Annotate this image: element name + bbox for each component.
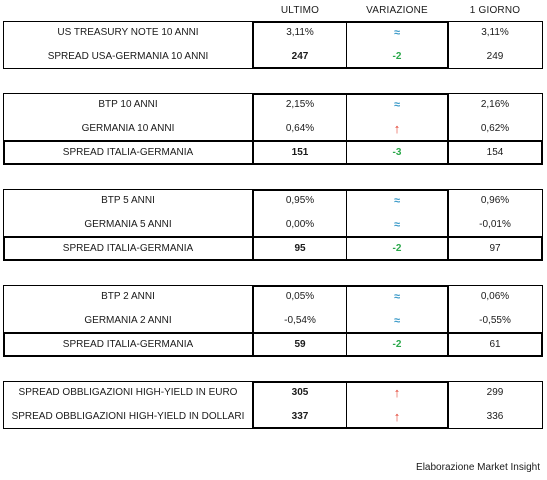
column-divider [346, 21, 347, 69]
column-divider [346, 189, 347, 261]
approx-icon: ≈ [393, 99, 401, 111]
header-ultimo: ULTIMO [280, 5, 320, 16]
row-label: SPREAD ITALIA-GERMANIA [62, 147, 194, 158]
giorno-value: 2,16% [480, 99, 510, 110]
giorno-value: 154 [486, 147, 504, 158]
approx-icon: ≈ [393, 195, 401, 207]
footer-credit: Elaborazione Market Insight [416, 462, 540, 473]
table-row-btp-5: BTP 5 ANNI 0,95% ≈ 0,96% [3, 189, 543, 213]
table-row-high-yield-euro: SPREAD OBBLIGAZIONI HIGH-YIELD IN EURO 3… [3, 381, 543, 405]
table-row-germania-5: GERMANIA 5 ANNI 0,00% ≈ -0,01% [3, 213, 543, 237]
approx-icon: ≈ [393, 219, 401, 231]
ultimo-value: 337 [291, 411, 309, 422]
ultimo-value: 0,05% [285, 291, 315, 302]
giorno-value: 61 [489, 339, 501, 350]
column-divider [346, 93, 347, 165]
giorno-value: 97 [489, 243, 501, 254]
table-row-spread-italia-germania-2: SPREAD ITALIA-GERMANIA 59 -2 61 [3, 333, 543, 357]
row-label: SPREAD OBBLIGAZIONI HIGH-YIELD IN EURO [18, 387, 238, 398]
giorno-value: 0,62% [480, 123, 510, 134]
table-row-btp-2: BTP 2 ANNI 0,05% ≈ 0,06% [3, 285, 543, 309]
column-divider [346, 381, 347, 429]
group-btp-10: BTP 10 ANNI 2,15% ≈ 2,16% GERMANIA 10 AN… [3, 93, 543, 165]
ultimo-value: 95 [294, 243, 306, 254]
header-1-giorno: 1 GIORNO [469, 5, 521, 16]
approx-icon: ≈ [393, 27, 401, 39]
arrow-up-icon: ↑ [393, 385, 401, 400]
ultimo-value: 0,95% [285, 195, 315, 206]
group-us-treasury: US TREASURY NOTE 10 ANNI 3,11% ≈ 3,11% S… [3, 21, 543, 69]
table-row-btp-10: BTP 10 ANNI 2,15% ≈ 2,16% [3, 93, 543, 117]
ultimo-column-border [252, 21, 449, 69]
table-row-spread-italia-germania-10: SPREAD ITALIA-GERMANIA 151 -3 154 [3, 141, 543, 165]
table-row-high-yield-dollari: SPREAD OBBLIGAZIONI HIGH-YIELD IN DOLLAR… [3, 405, 543, 429]
arrow-up-icon: ↑ [393, 409, 401, 424]
approx-icon: ≈ [393, 315, 401, 327]
ultimo-value: 151 [291, 147, 309, 158]
variazione-value: -3 [392, 147, 402, 158]
row-label: BTP 2 ANNI [101, 291, 155, 302]
ultimo-value: 305 [291, 387, 309, 398]
ultimo-value: 0,00% [285, 219, 315, 230]
ultimo-value: 247 [291, 51, 309, 62]
ultimo-value: 59 [294, 339, 306, 350]
giorno-value: 0,96% [480, 195, 510, 206]
variazione-value: -2 [392, 243, 402, 254]
row-label: SPREAD USA-GERMANIA 10 ANNI [47, 51, 209, 62]
arrow-up-icon: ↑ [393, 121, 401, 136]
giorno-value: 0,06% [480, 291, 510, 302]
table-row-germania-10: GERMANIA 10 ANNI 0,64% ↑ 0,62% [3, 117, 543, 141]
header-variazione: VARIAZIONE [366, 5, 428, 16]
approx-icon: ≈ [393, 291, 401, 303]
table-row-us-treasury-10: US TREASURY NOTE 10 ANNI 3,11% ≈ 3,11% [3, 21, 543, 45]
table-row-spread-italia-germania-5: SPREAD ITALIA-GERMANIA 95 -2 97 [3, 237, 543, 261]
row-label: GERMANIA 2 ANNI [84, 315, 172, 326]
ultimo-column-border [252, 381, 449, 429]
row-label: BTP 10 ANNI [98, 99, 158, 110]
row-label: GERMANIA 5 ANNI [84, 219, 172, 230]
giorno-value: -0,55% [479, 315, 511, 326]
column-divider [346, 285, 347, 357]
table-row-germania-2: GERMANIA 2 ANNI -0,54% ≈ -0,55% [3, 309, 543, 333]
row-label: SPREAD ITALIA-GERMANIA [62, 243, 194, 254]
giorno-value: 299 [486, 387, 504, 398]
giorno-value: 336 [486, 411, 504, 422]
ultimo-value: 2,15% [285, 99, 315, 110]
row-label: SPREAD OBBLIGAZIONI HIGH-YIELD IN DOLLAR… [11, 411, 245, 422]
group-btp-2: BTP 2 ANNI 0,05% ≈ 0,06% GERMANIA 2 ANNI… [3, 285, 543, 357]
variazione-value: -2 [392, 339, 402, 350]
ultimo-column-border [252, 189, 449, 261]
ultimo-value: 0,64% [285, 123, 315, 134]
ultimo-value: 3,11% [286, 27, 314, 38]
group-high-yield: SPREAD OBBLIGAZIONI HIGH-YIELD IN EURO 3… [3, 381, 543, 429]
giorno-value: 249 [486, 51, 504, 62]
row-label: BTP 5 ANNI [101, 195, 155, 206]
giorno-value: 3,11% [481, 27, 509, 38]
variazione-value: -2 [392, 51, 402, 62]
ultimo-column-border [252, 93, 449, 165]
ultimo-column-border [252, 285, 449, 357]
row-label: SPREAD ITALIA-GERMANIA [62, 339, 194, 350]
row-label: GERMANIA 10 ANNI [81, 123, 175, 134]
group-btp-5: BTP 5 ANNI 0,95% ≈ 0,96% GERMANIA 5 ANNI… [3, 189, 543, 261]
row-label: US TREASURY NOTE 10 ANNI [57, 27, 199, 38]
table-row-spread-usa-germania: SPREAD USA-GERMANIA 10 ANNI 247 -2 249 [3, 45, 543, 69]
giorno-value: -0,01% [479, 219, 511, 230]
ultimo-value: -0,54% [284, 315, 316, 326]
